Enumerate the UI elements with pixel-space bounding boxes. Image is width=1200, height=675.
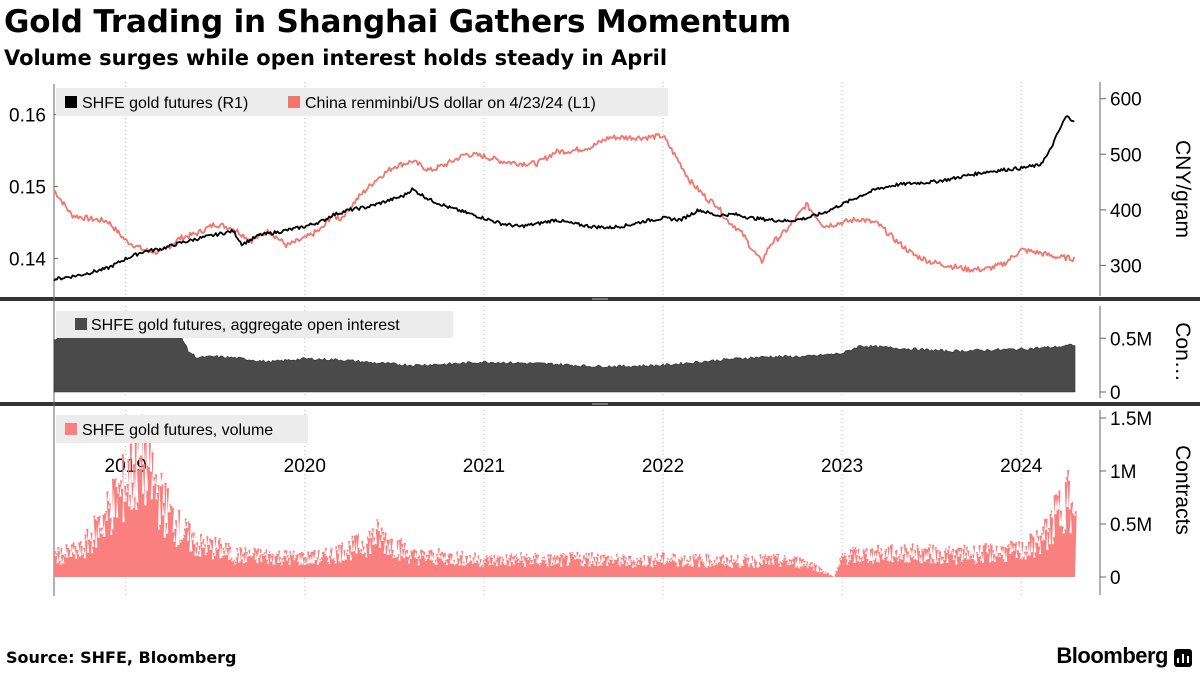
left-tick-label: 0.15	[9, 177, 46, 198]
legend-label-cny: China renminbi/US dollar on 4/23/24 (L1)	[305, 95, 596, 112]
legend-swatch-oi	[75, 318, 87, 330]
x-tick-label: 2023	[821, 456, 863, 477]
bloomberg-chart-icon	[1174, 649, 1192, 667]
right-tick-label: 0.5M	[1110, 329, 1152, 350]
cny-usd-line	[53, 133, 1076, 273]
legend-label-gold: SHFE gold futures (R1)	[82, 95, 248, 112]
left-tick-label: 0.16	[9, 105, 46, 126]
right-tick-label: 0	[1110, 568, 1121, 589]
legend-swatch-volume	[65, 423, 77, 435]
legend-swatch-gold	[65, 96, 77, 108]
right-tick-label: 400	[1110, 201, 1142, 222]
legend-swatch-cny	[288, 96, 300, 108]
right-axis-title: Con…	[1171, 322, 1194, 382]
legend-label-volume: SHFE gold futures, volume	[82, 422, 273, 439]
legend-background	[56, 88, 668, 116]
volume-bars	[54, 414, 1077, 577]
chart-title: Gold Trading in Shanghai Gathers Momentu…	[4, 4, 791, 40]
right-tick-label: 1M	[1110, 462, 1136, 483]
right-tick-label: 300	[1110, 256, 1142, 277]
legend-background	[56, 311, 453, 338]
legend-background	[56, 415, 308, 443]
shfe-gold-price-line	[53, 115, 1075, 282]
right-tick-label: 1.5M	[1110, 409, 1152, 430]
right-axis-title: CNY/gram	[1171, 140, 1194, 238]
x-tick-label: 2024	[1000, 456, 1043, 477]
chart-subtitle: Volume surges while open interest holds …	[4, 46, 668, 70]
open-interest-area	[53, 316, 1076, 393]
x-tick-label: 2020	[284, 456, 326, 477]
right-axis-title: Contracts	[1171, 445, 1194, 535]
brand-logo: Bloomberg	[1056, 643, 1168, 668]
source-note: Source: SHFE, Bloomberg	[6, 648, 237, 667]
left-tick-label: 0.14	[9, 250, 46, 271]
right-tick-label: 600	[1110, 90, 1142, 111]
right-tick-label: 0	[1110, 383, 1121, 404]
x-tick-label: 2021	[463, 456, 505, 477]
right-tick-label: 0.5M	[1110, 515, 1152, 536]
x-tick-label: 2022	[642, 456, 684, 477]
right-tick-label: 500	[1110, 145, 1142, 166]
legend-label-oi: SHFE gold futures, aggregate open intere…	[91, 317, 400, 334]
